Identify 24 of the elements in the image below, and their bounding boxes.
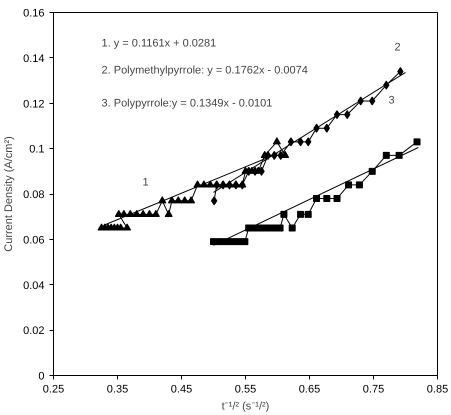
annotation: 2. Polymethylpyrrole: y = 0.1762x - 0.0074 (102, 64, 308, 76)
x-tick-label: 0.25 (42, 384, 64, 396)
y-tick-label: 0.12 (23, 98, 45, 110)
y-tick-label: 0.06 (23, 234, 45, 246)
y-tick-label: 0.1 (29, 144, 45, 156)
y-tick-label: 0.16 (23, 8, 45, 20)
y-tick-label: 0.04 (23, 280, 45, 292)
x-tick-label: 0.45 (170, 384, 192, 396)
annotation: 2 (394, 42, 401, 54)
x-tick-label: 0.65 (298, 384, 320, 396)
x-tick-label: 0.85 (426, 384, 448, 396)
y-tick-label: 0.14 (23, 52, 45, 65)
annotation: 3. Polypyrrole:y = 0.1349x - 0.0101 (102, 98, 272, 110)
y-tick-label: 0.08 (23, 189, 45, 201)
x-axis-title: t⁻¹/² (s⁻¹/²) (222, 400, 270, 412)
x-tick-label: 0.75 (362, 384, 384, 396)
annotation: 1 (142, 176, 149, 188)
x-tick-label: 0.35 (106, 384, 128, 396)
x-tick-label: 0.55 (234, 384, 256, 396)
annotation: 3 (388, 94, 395, 106)
y-axis-title: Current Density (A/cm²) (3, 136, 16, 252)
annotation: 1. y = 0.1161x + 0.0281 (102, 38, 216, 50)
y-tick-label: 0.02 (23, 325, 45, 338)
y-tick-label: 0 (38, 370, 45, 382)
